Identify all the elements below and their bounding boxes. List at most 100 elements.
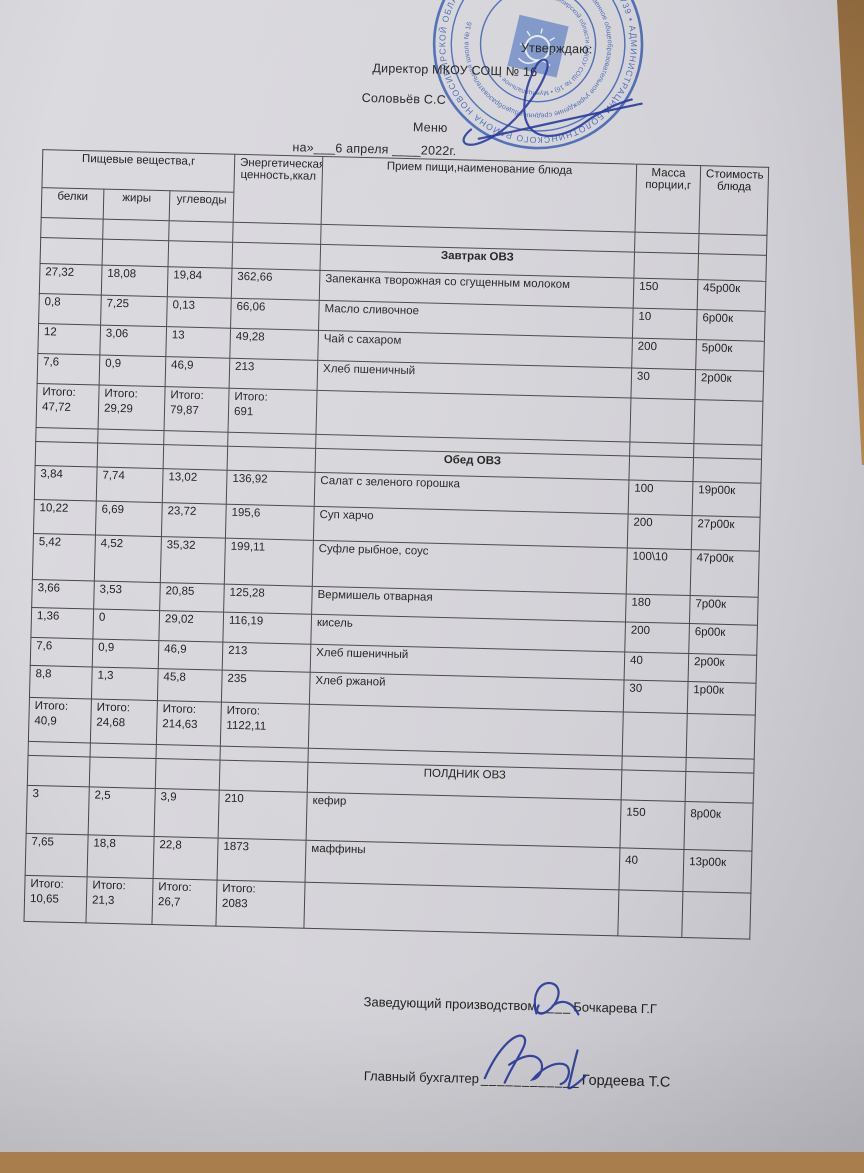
totals-carbs-cell: Итого: 214,63 [156,700,222,747]
fat-cell: 3,06 [99,325,167,357]
cost-cell: 5р00к [695,339,765,372]
totals-energy-value: 2083 [221,897,248,911]
protein-cell: 7,6 [30,637,93,667]
col-header-energy: Энергетическая ценность,ккал [233,154,323,225]
totals-label: Итого: [42,386,76,399]
mass-cell: 40 [624,651,689,682]
protein-cell: 10,22 [33,499,97,535]
menu-title: Меню [412,120,448,135]
protein-cell: 8,8 [29,665,93,699]
fat-cell: 3,53 [93,580,161,611]
protein-cell: 3,84 [34,465,98,502]
totals-carbs-value: 26,7 [157,896,181,909]
totals-protein-value: 40,9 [34,715,57,728]
protein-cell: 1,36 [30,607,94,639]
totals-label: Итого: [222,882,256,896]
cost-cell: 6р00к [688,623,758,656]
mass-cell: 30 [630,368,696,400]
mass-cell: 150 [619,799,686,850]
carbs-cell: 45,8 [157,668,223,703]
totals-label: Итого: [170,389,204,403]
col-header-protein: белки [41,187,104,220]
col-header-cost: Стоимость блюда [699,165,769,236]
cost-cell: 2р00к [694,369,764,402]
mass-cell: 150 [633,278,698,310]
carbs-cell: 13,02 [162,468,228,505]
totals-carbs-value: 79,87 [169,404,199,417]
carbs-cell: 19,84 [167,266,233,299]
accountant-label: Главный бухгалтер [363,1068,480,1087]
col-header-carbs: углеводы [169,190,234,223]
carbs-cell: 13 [165,326,231,359]
manager-line: ____ [538,998,572,1015]
carbs-cell: 20,85 [159,582,225,613]
energy-cell: 210 [218,790,308,841]
totals-fat-value: 29,29 [103,402,133,416]
menu-table: Пищевые вещества,г Энергетическая ценнос… [23,149,769,940]
fat-cell: 18,08 [101,265,169,297]
cost-cell: 45р00к [697,279,766,312]
fat-cell: 0,9 [92,638,159,669]
mass-cell: 30 [623,679,689,714]
cost-cell: 8р00к [683,801,754,852]
mass-cell: 180 [625,593,691,624]
fat-cell: 7,74 [96,467,164,503]
totals-label: Итого: [234,390,268,404]
totals-energy-value: 691 [233,405,254,419]
accountant-line: ____________ [480,1071,580,1089]
carbs-cell: 35,32 [160,536,226,585]
totals-fat-value: 24,68 [96,716,126,730]
totals-label: Итого: [162,703,197,717]
director-name: Соловьёв С.С [361,90,447,107]
accountant-name: Гордеева Т.С [581,1072,671,1091]
school-stamp: • ОГРН 1025405325739 • АДМИНИСТРАЦИИ БОЛ… [432,0,644,150]
fat-cell: 1,3 [91,666,159,701]
mass-cell: 200 [624,621,690,654]
director-signature [462,58,643,146]
energy-cell: 235 [221,670,311,705]
protein-cell: 7,65 [25,833,89,877]
energy-cell: 49,28 [229,328,319,361]
protein-cell: 3 [26,785,90,835]
cost-cell: 27р00к [691,515,761,552]
totals-label: Итого: [96,701,131,715]
carbs-cell: 23,72 [161,502,227,539]
carbs-cell: 22,8 [153,836,219,881]
fat-cell: 2,5 [88,786,156,837]
totals-fat-cell: Итого: 29,29 [98,385,166,431]
totals-energy-cell: Итого: 1122,11 [220,702,310,749]
mass-cell: 40 [618,847,684,892]
production-manager-signature-line: Заведующий производством ____ Бочкарева … [363,981,657,1016]
energy-cell: 362,66 [231,268,321,301]
mass-cell: 100 [628,480,693,516]
totals-label: Итого: [104,387,138,401]
carbs-cell: 46,9 [158,640,223,671]
totals-protein-cell: Итого: 10,65 [23,875,88,923]
totals-label: Итого: [158,881,192,894]
totals-protein-value: 10,65 [29,893,59,906]
accountant-signature-area: ____________ [480,1034,587,1090]
dish-cell: Суфле рыбное, соус [312,540,628,594]
totals-carbs-cell: Итого: 26,7 [151,878,218,927]
energy-cell: 213 [222,642,311,673]
energy-cell: 1873 [217,838,307,883]
col-header-mass: Масса порции,г [635,164,701,234]
manager-signature-area: ____ [533,981,580,1016]
protein-cell: 27,32 [39,263,103,296]
totals-label: Итого: [226,704,261,718]
totals-fat-cell: Итого: 21,3 [85,876,154,925]
totals-carbs-cell: Итого: 79,87 [164,386,230,433]
protein-cell: 7,6 [37,353,100,386]
mass-cell: 10 [632,308,698,340]
energy-cell: 199,11 [224,538,314,587]
energy-cell: 195,6 [225,504,315,541]
manager-label: Заведующий производством [363,994,537,1014]
totals-protein-cell: Итого: 40,9 [28,697,92,743]
energy-cell: 66,06 [230,298,320,331]
totals-protein-value: 47,72 [41,401,71,414]
totals-energy-value: 1122,11 [226,719,267,733]
fat-cell: 18,8 [87,834,155,879]
col-header-meal: Прием пищи,наименование блюда [321,156,637,233]
